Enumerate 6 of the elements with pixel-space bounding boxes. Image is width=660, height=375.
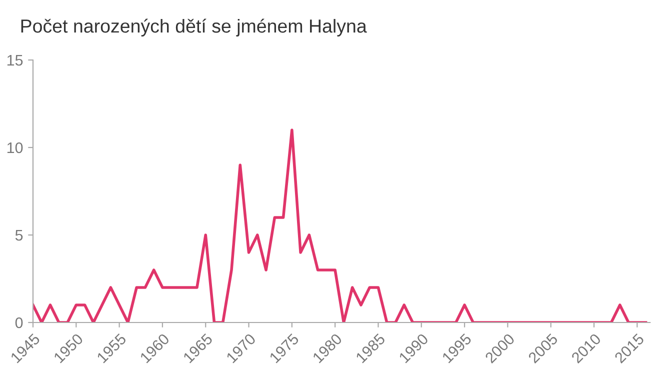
y-tick-label: 15: [7, 55, 23, 66]
y-tick-label: 5: [15, 230, 23, 241]
chart-title: Počet narozených dětí se jménem Halyna: [21, 18, 367, 36]
y-tick-label: 0: [15, 317, 23, 328]
line-series: [33, 128, 648, 322]
y-tick-label: 10: [7, 142, 23, 154]
